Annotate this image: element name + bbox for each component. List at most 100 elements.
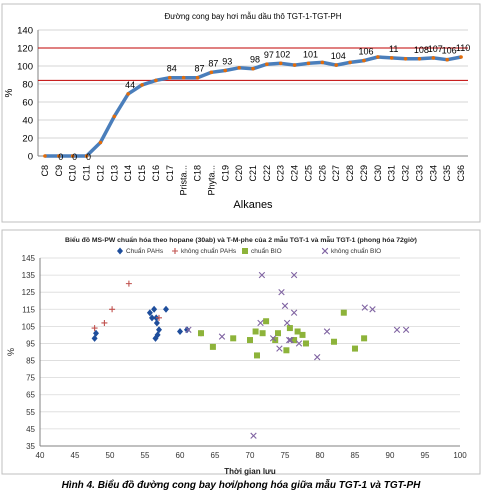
chart1-x-tick-label: C18 — [193, 165, 203, 182]
chart2-y-tick-label: 135 — [22, 271, 36, 280]
chart2-data-point — [156, 314, 162, 321]
chart2-data-point — [185, 326, 192, 333]
chart2-y-tick-label: 75 — [26, 374, 35, 383]
chart2-data-point — [299, 331, 306, 338]
chart2-data-point — [151, 305, 158, 313]
chart2-data-point — [93, 329, 99, 337]
chart1-data-point — [223, 68, 228, 73]
chart2-y-axis-label: % — [6, 348, 16, 356]
chart2-data-point — [184, 326, 190, 334]
chart1-x-tick-label: Phyta... — [206, 165, 216, 196]
chart2-data-point — [287, 336, 294, 344]
chart1-data-point — [431, 56, 436, 60]
chart2-data-point — [290, 271, 298, 279]
chart1-x-tick-label: C11 — [82, 165, 92, 181]
chart1-x-tick-label: C29 — [359, 165, 369, 182]
chart1-x-tick-label: C31 — [387, 165, 397, 182]
chart2-legend-label: Chuẩn PAHs — [126, 247, 164, 255]
chart2-legend-label: không chuẩn BIO — [331, 247, 381, 255]
chart2-data-point — [258, 271, 266, 279]
chart1-data-label: 87 — [195, 64, 205, 74]
chart2-y-tick-label: 95 — [26, 339, 35, 348]
chart1-data-point — [376, 55, 380, 59]
chart2-data-point — [402, 326, 410, 333]
chart1-x-tick-label: C10 — [68, 165, 78, 182]
chart2-data-point — [275, 330, 281, 337]
chart2-legend-marker — [172, 248, 178, 254]
chart2-data-point — [252, 328, 259, 335]
chart1-x-tick-label: C22 — [262, 165, 272, 182]
chart1-x-tick-label: C8 — [40, 165, 50, 177]
chart1-frame — [1, 3, 481, 223]
chart2-data-point — [286, 325, 293, 332]
evaporation-line-chart: Đường cong bay hơi mẫu dầu thô TGT-1-TGT… — [0, 0, 482, 225]
chart2-data-point — [163, 305, 169, 313]
chart1-data-point — [389, 56, 394, 60]
chart1-data-label: 107 — [428, 44, 443, 54]
chart1-data-label: 102 — [275, 49, 290, 59]
chart1-x-tick-label: C16 — [151, 165, 161, 182]
chart1-data-label: 108 — [414, 45, 429, 55]
chart1-x-tick-label: C13 — [109, 165, 119, 182]
chart2-data-point — [303, 340, 309, 347]
chart1-y-tick-label: 0 — [28, 152, 33, 163]
chart1-data-label: 110 — [456, 43, 470, 53]
chart1-data-label: 106 — [442, 46, 457, 56]
chart2-data-point — [259, 330, 266, 337]
chart2-frame — [1, 229, 481, 475]
chart2-data-point — [250, 432, 257, 439]
line-chart-svg: Đường cong bay hơi mẫu dầu thô TGT-1-TGT… — [1, 3, 481, 223]
chart1-x-tick-label: C27 — [331, 165, 341, 182]
chart1-data-point — [251, 66, 255, 71]
chart2-data-point — [209, 343, 216, 350]
chart2-data-point — [283, 319, 291, 327]
chart1-data-point — [126, 92, 130, 96]
chart2-y-tick-label: 115 — [22, 305, 35, 314]
chart1-data-point — [403, 57, 408, 61]
chart2-x-tick-label: 75 — [281, 451, 290, 460]
chart2-data-point — [323, 328, 331, 335]
chart1-data-point — [334, 63, 339, 67]
chart1-x-tick-label: C28 — [345, 165, 355, 182]
chart1-data-label: 0 — [86, 152, 91, 162]
chart2-data-point — [331, 338, 337, 345]
chart1-x-tick-label: C30 — [373, 165, 383, 182]
chart1-x-tick-label: C32 — [401, 165, 411, 182]
chart1-data-point — [237, 66, 241, 70]
chart1-data-point — [195, 75, 200, 80]
chart1-y-tick-label: 140 — [17, 26, 33, 37]
chart1-x-tick-label: C26 — [317, 165, 327, 182]
chart2-data-point — [263, 318, 270, 325]
chart1-data-point — [445, 57, 449, 62]
chart1-x-tick-label: C14 — [123, 165, 133, 182]
chart2-x-tick-label: 50 — [106, 451, 115, 460]
chart1-data-label: 93 — [222, 57, 232, 67]
chart1-x-tick-label: C34 — [428, 165, 438, 182]
chart2-data-point — [146, 309, 153, 317]
chart1-data-point — [278, 61, 283, 66]
chart2-data-point — [257, 319, 264, 327]
chart2-data-point — [278, 288, 285, 296]
chart1-data-point — [84, 154, 89, 158]
chart1-data-point — [292, 63, 297, 67]
chart1-data-point — [140, 83, 144, 87]
chart1-x-tick-label: C15 — [137, 165, 147, 182]
chart2-x-tick-label: 95 — [421, 451, 430, 460]
chart1-data-label: 11 — [389, 44, 398, 54]
chart1-data-label: 0 — [72, 152, 77, 162]
chart1-x-tick-label: C19 — [220, 165, 230, 182]
chart2-y-tick-label: 85 — [26, 357, 35, 366]
chart2-x-tick-label: 100 — [453, 451, 467, 460]
chart2-data-point — [393, 326, 401, 333]
figure-caption: Hình 4. Biểu đồ đường cong bay hơi/phong… — [61, 480, 421, 491]
chart1-x-tick-label: C9 — [54, 165, 64, 177]
chart2-data-point — [291, 337, 298, 344]
chart1-data-point — [417, 57, 422, 61]
chart1-data-label: 98 — [250, 55, 260, 65]
chart1-x-tick-label: C17 — [165, 165, 175, 182]
chart2-y-tick-label: 55 — [26, 408, 35, 417]
chart2-x-tick-label: 70 — [246, 451, 255, 460]
chart1-y-tick-label: 60 — [22, 98, 33, 109]
chart2-data-point — [101, 319, 108, 326]
chart2-data-point — [283, 347, 290, 354]
